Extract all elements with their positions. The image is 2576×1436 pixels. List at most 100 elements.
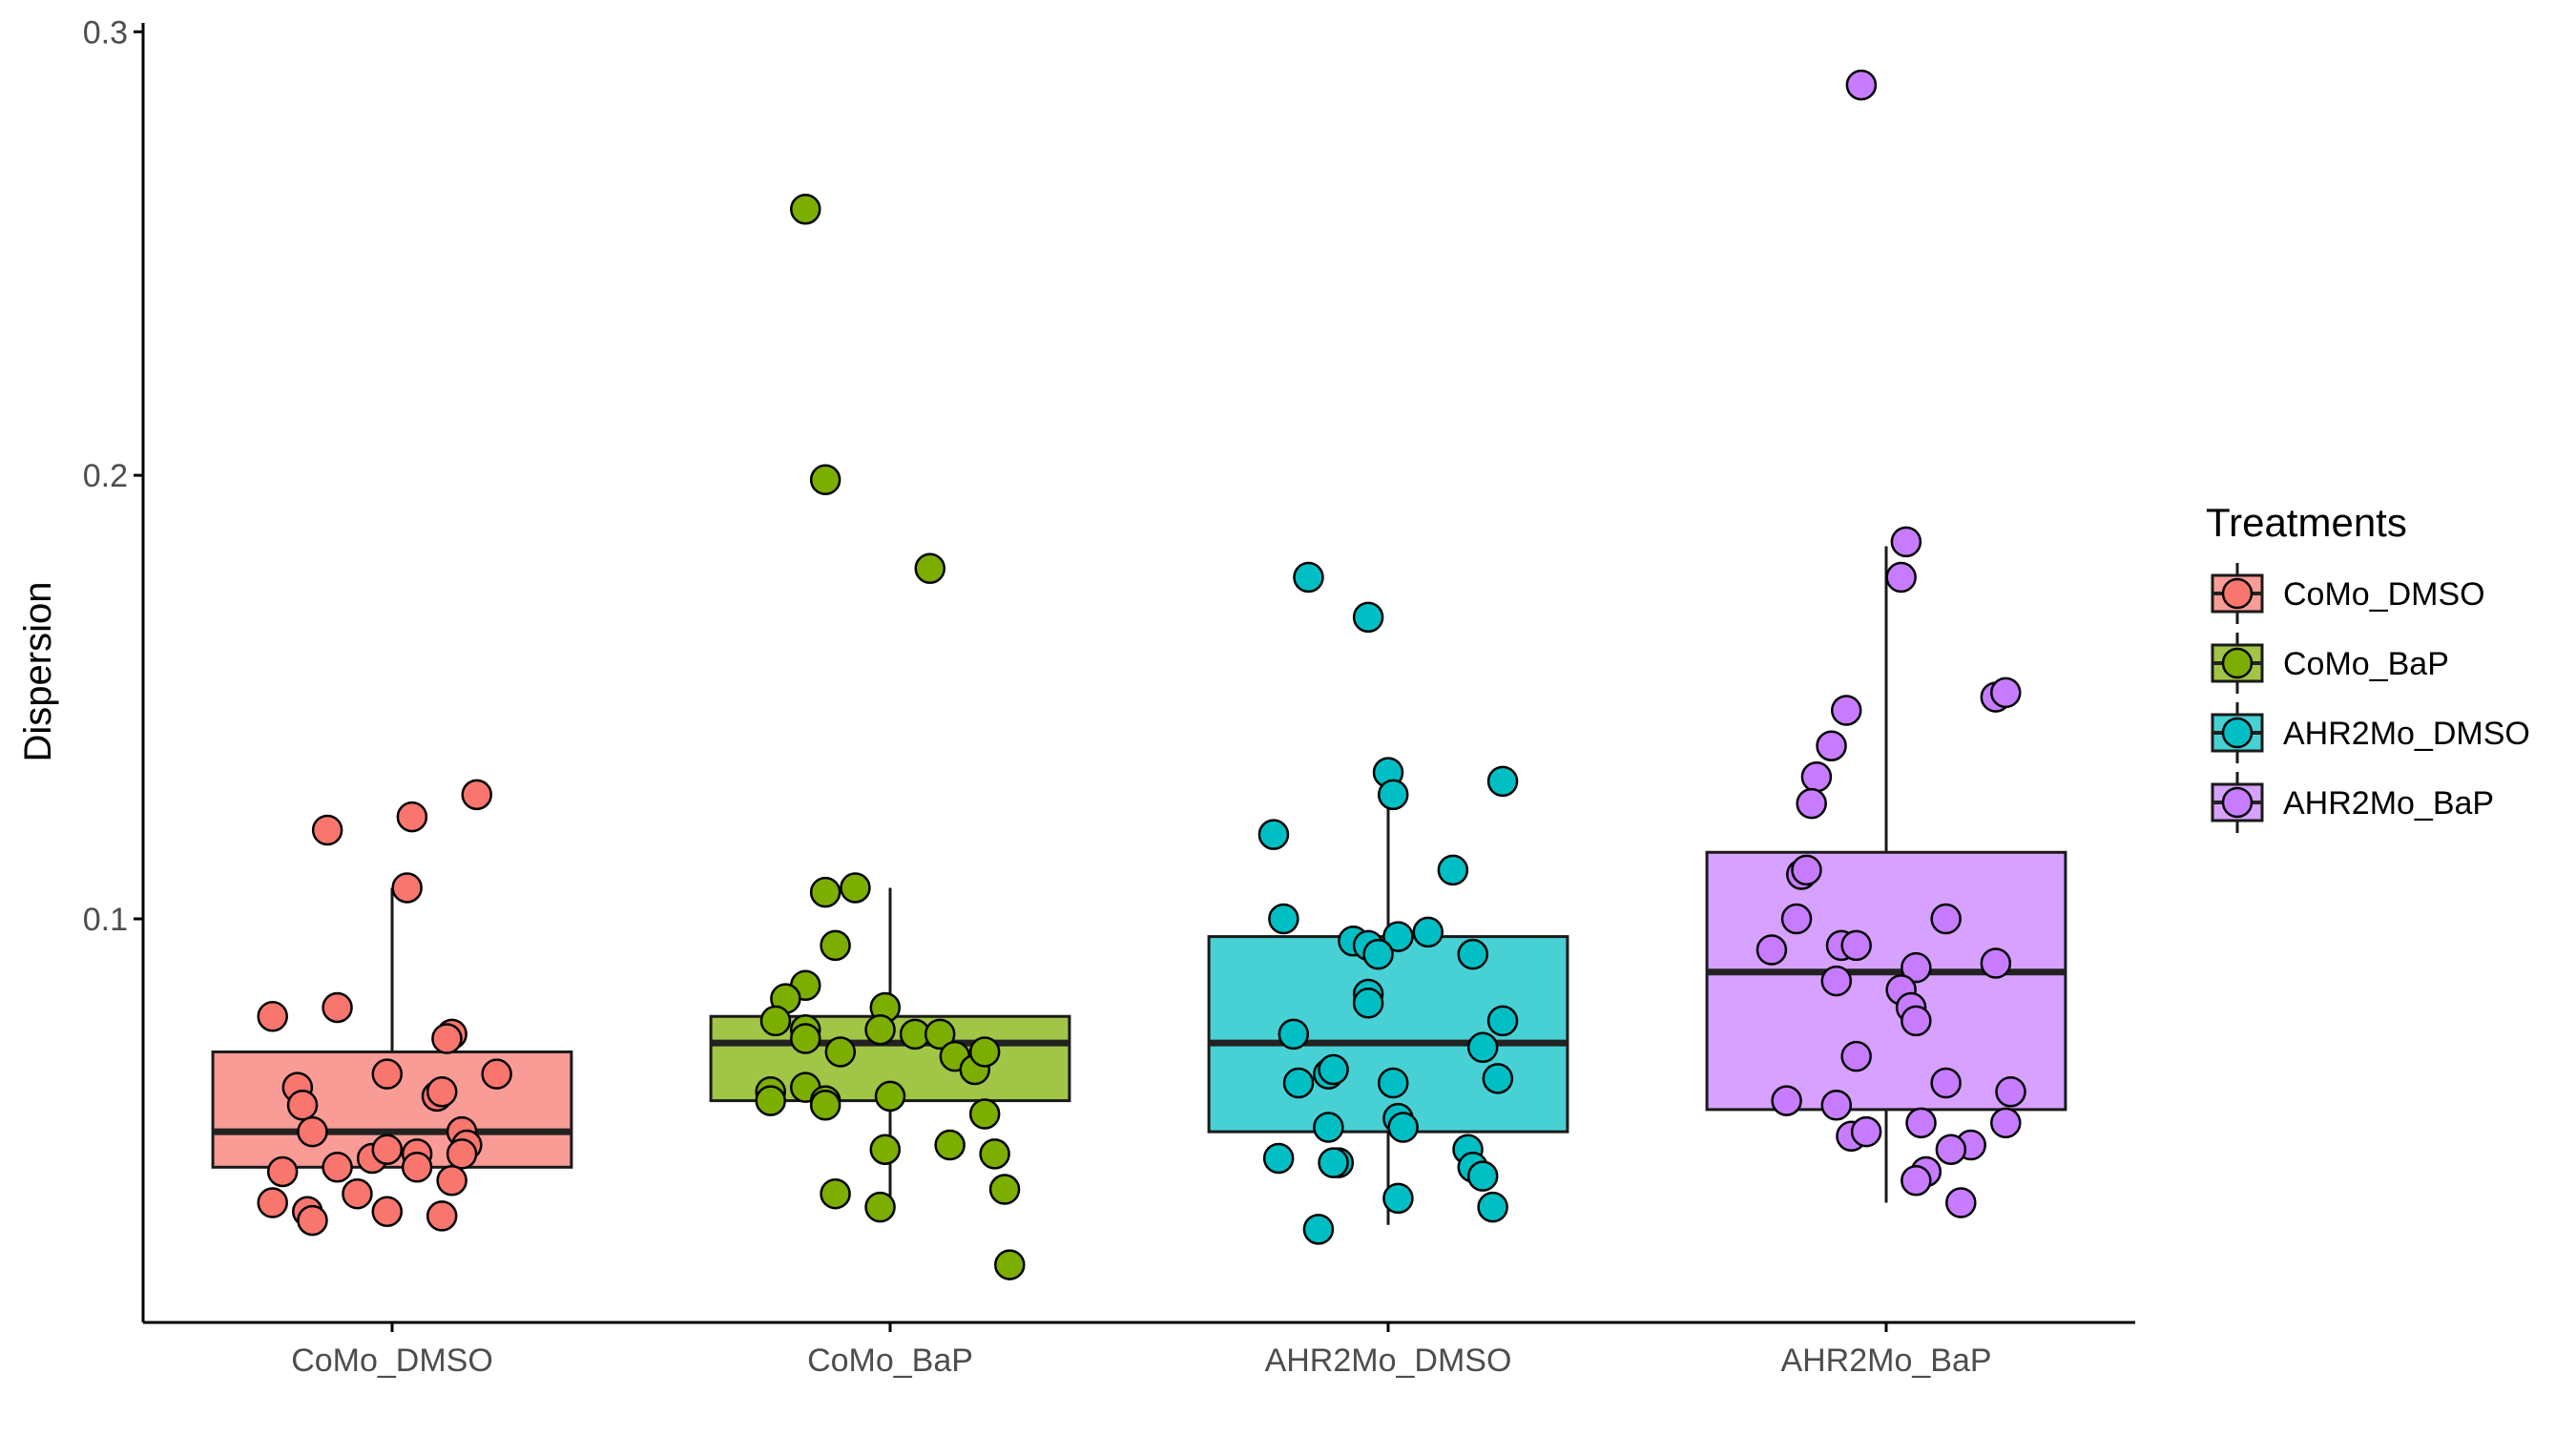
legend-item-CoMo_BaP: CoMo_BaP — [2211, 633, 2449, 694]
data-point — [396, 801, 428, 833]
data-point — [1850, 1115, 1882, 1148]
data-point — [371, 1196, 404, 1228]
axes-layer — [141, 23, 2135, 1324]
data-point — [436, 1164, 467, 1197]
data-point — [1820, 965, 1853, 997]
data-point — [1377, 779, 1409, 811]
data-point — [1771, 1085, 1802, 1116]
data-point — [371, 1134, 404, 1165]
data-point — [1382, 921, 1414, 952]
legend-items: CoMo_DMSO CoMo_BaP AHR2Mo_DMSO AHR2Mo_BaP — [2211, 563, 2530, 833]
data-point — [1377, 1067, 1409, 1099]
data-point — [1466, 1031, 1499, 1064]
data-point — [1800, 760, 1833, 793]
data-point — [1780, 903, 1813, 935]
legend-item-AHR2Mo_BaP: AHR2Mo_BaP — [2211, 772, 2494, 833]
data-point — [257, 1001, 288, 1032]
data-point — [391, 872, 423, 904]
data-point — [1352, 988, 1384, 1019]
data-point — [286, 1089, 319, 1121]
data-point — [820, 929, 851, 962]
data-point — [1466, 1160, 1499, 1192]
data-point — [1945, 1187, 1977, 1218]
data-point — [297, 1115, 328, 1148]
data-point — [461, 779, 492, 811]
data-point — [266, 1155, 299, 1188]
data-point — [1486, 1005, 1519, 1037]
data-point — [820, 1177, 851, 1210]
data-point — [1282, 1067, 1315, 1099]
data-point — [1387, 1112, 1419, 1143]
data-point — [1830, 695, 1862, 726]
data-point — [1820, 1089, 1853, 1121]
data-point — [1268, 903, 1299, 935]
data-point — [968, 1036, 1001, 1068]
boxes-layer — [211, 546, 2067, 1225]
data-point — [322, 991, 353, 1024]
data-point — [914, 552, 946, 585]
data-point — [994, 1249, 1026, 1280]
data-point — [979, 1138, 1010, 1170]
data-point — [481, 1058, 512, 1090]
data-point — [1885, 561, 1917, 593]
legend-key-point — [2221, 717, 2254, 749]
data-point — [1293, 561, 1324, 593]
data-point — [1816, 730, 1847, 761]
data-point — [1412, 916, 1444, 948]
data-point — [1352, 601, 1384, 634]
data-point — [1890, 526, 1922, 558]
box-AHR2Mo_BaP — [1705, 546, 2067, 1203]
data-point — [1905, 1107, 1937, 1139]
legend-item-CoMo_DMSO: CoMo_DMSO — [2211, 563, 2485, 624]
data-point — [790, 1023, 821, 1054]
data-point — [1995, 1076, 2026, 1108]
data-point — [934, 1129, 966, 1161]
y-tick-label: 0.3 — [83, 14, 128, 51]
data-point — [809, 876, 841, 908]
data-point — [1262, 1142, 1295, 1175]
points-CoMo_BaP — [755, 193, 1026, 1280]
data-point — [1278, 1018, 1310, 1051]
data-point — [401, 1152, 433, 1183]
data-point — [1482, 1063, 1514, 1094]
legend-item-AHR2Mo_DMSO: AHR2Mo_DMSO — [2211, 702, 2530, 763]
legend-title: Treatments — [2206, 500, 2407, 545]
data-point — [1990, 676, 2022, 709]
data-point — [1755, 934, 1788, 966]
x-ticks: CoMo_DMSO CoMo_BaP AHR2Mo_DMSO AHR2Mo_BaP — [291, 1322, 1992, 1379]
data-point — [809, 464, 841, 496]
data-point — [1935, 1134, 1967, 1165]
data-point — [1845, 69, 1878, 101]
data-point — [755, 1085, 786, 1116]
data-point — [426, 1076, 458, 1108]
data-point — [1980, 947, 2012, 979]
data-point — [1930, 903, 1962, 935]
box-body — [1705, 850, 2067, 1112]
data-point — [1796, 787, 1827, 820]
data-point — [824, 1036, 857, 1068]
x-tick-label: CoMo_DMSO — [291, 1342, 493, 1379]
points-AHR2Mo_BaP — [1755, 69, 2026, 1218]
data-point — [311, 814, 343, 846]
legend-key-point — [2221, 577, 2254, 610]
data-point — [1990, 1107, 2022, 1139]
data-point — [297, 1204, 328, 1237]
data-point — [431, 1023, 463, 1054]
data-point — [1930, 1067, 1962, 1099]
data-point — [322, 1152, 353, 1183]
data-point — [1313, 1112, 1344, 1143]
data-point — [1382, 1182, 1414, 1215]
data-point — [968, 1098, 1001, 1130]
data-point — [1302, 1214, 1335, 1245]
data-point — [1318, 1147, 1349, 1178]
points-AHR2Mo_DMSO — [1257, 561, 1519, 1245]
x-tick-label: AHR2Mo_DMSO — [1265, 1342, 1512, 1379]
legend-label: CoMo_DMSO — [2283, 576, 2485, 613]
data-point — [1901, 951, 1932, 984]
data-point — [840, 872, 871, 904]
data-point — [790, 193, 821, 225]
data-point — [1257, 819, 1290, 850]
legend: Treatments CoMo_DMSO CoMo_BaP AHR2Mo_DMSO A… — [2206, 500, 2530, 833]
